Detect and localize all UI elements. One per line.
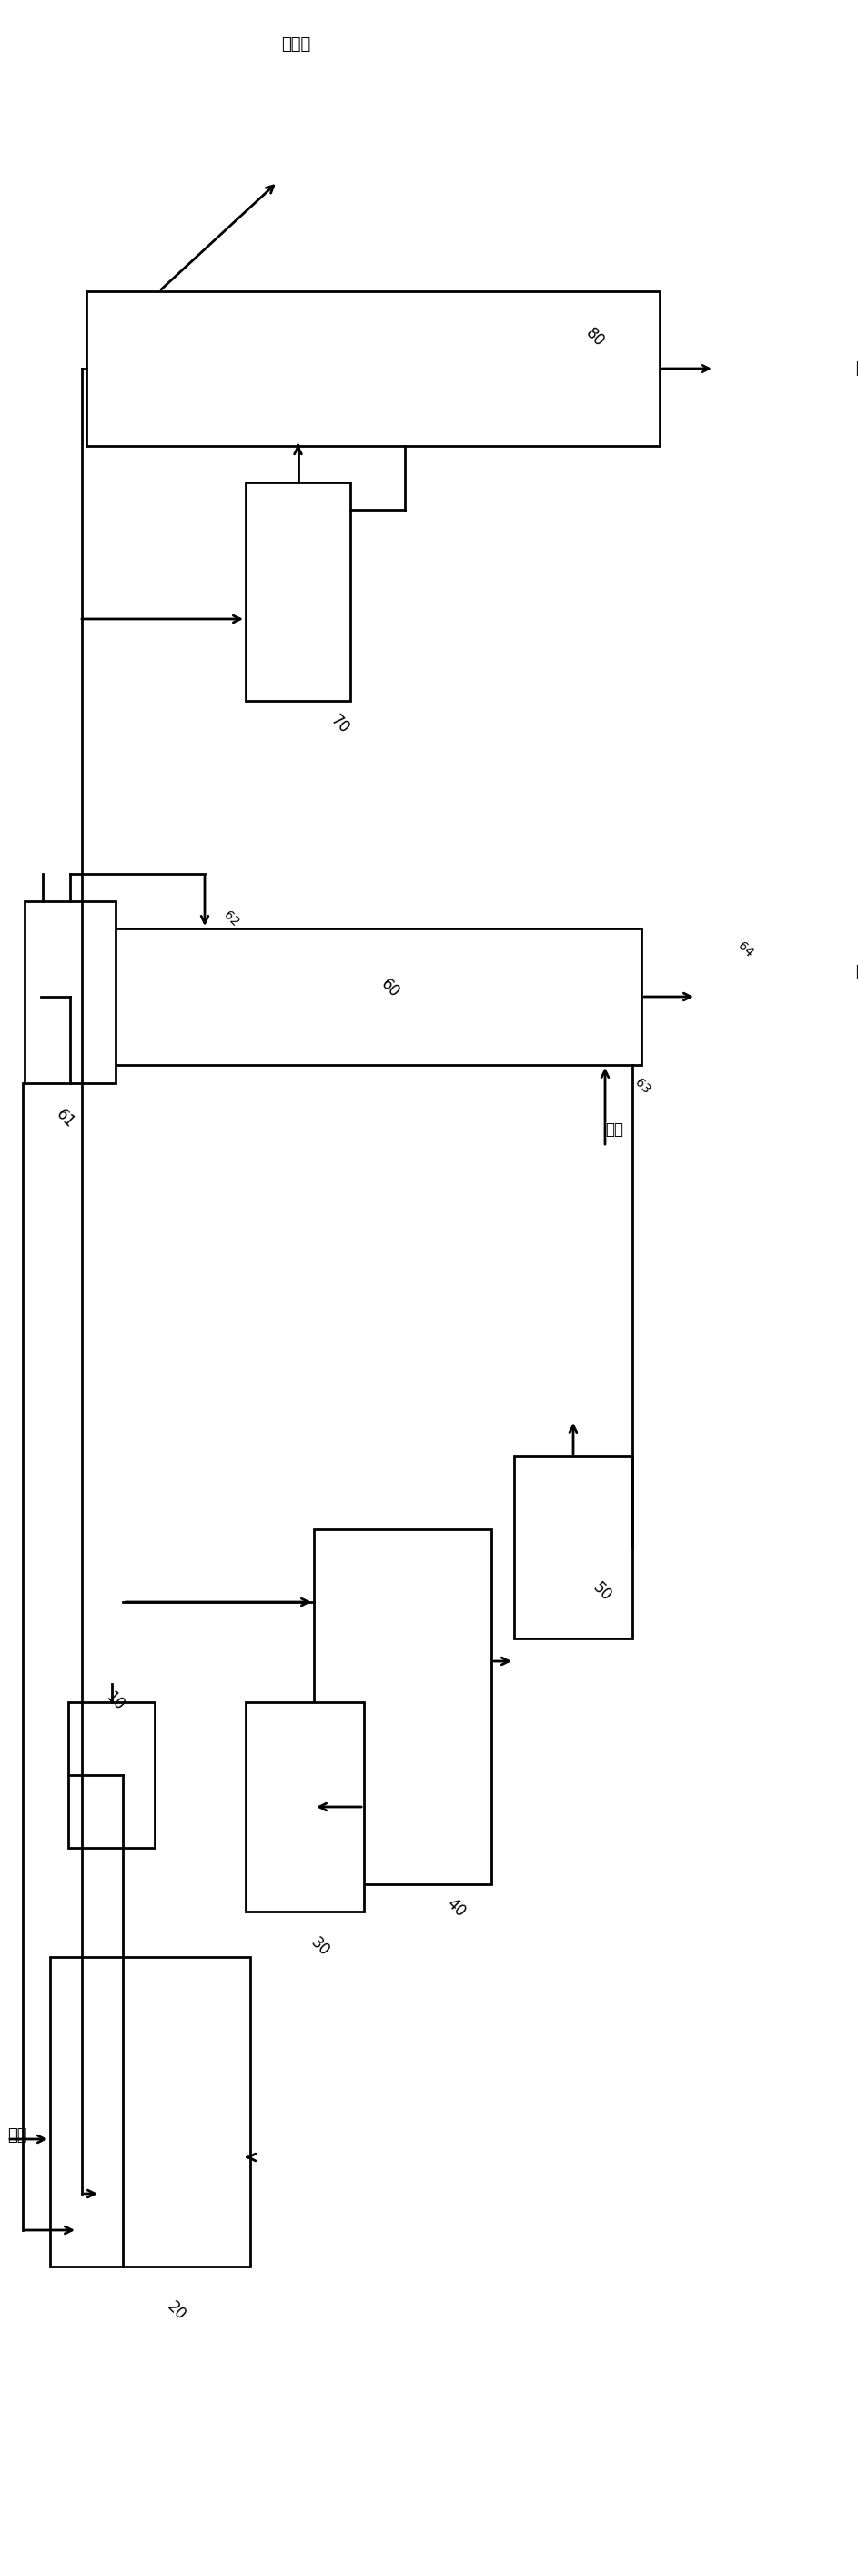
Text: 废水: 废水 [855,361,858,376]
Text: 蒸汽: 蒸汽 [605,1121,623,1139]
Text: 30: 30 [307,1935,333,1960]
Text: 40: 40 [443,1896,468,1922]
Bar [41,927,642,1064]
Text: 80: 80 [583,325,607,350]
Bar [314,1530,492,1883]
Text: 原料: 原料 [7,2128,27,2143]
Text: 粗糠醛: 粗糠醛 [281,36,311,52]
Bar [514,1455,632,1638]
Text: 63: 63 [632,1077,653,1097]
Bar [245,1703,364,1911]
Text: 20: 20 [164,2298,189,2324]
Text: 61: 61 [53,1105,78,1131]
Text: 10: 10 [102,1690,127,1713]
Text: 70: 70 [328,711,353,737]
Text: 64: 64 [735,940,756,961]
Bar [50,1958,251,2267]
Text: 50: 50 [589,1579,614,1605]
Bar [87,291,660,446]
Text: 60: 60 [378,976,402,1002]
Bar [69,1703,154,1847]
Text: 酸液: 酸液 [855,963,858,981]
Bar [25,902,116,1082]
Bar [245,482,350,701]
Text: 62: 62 [221,909,241,930]
